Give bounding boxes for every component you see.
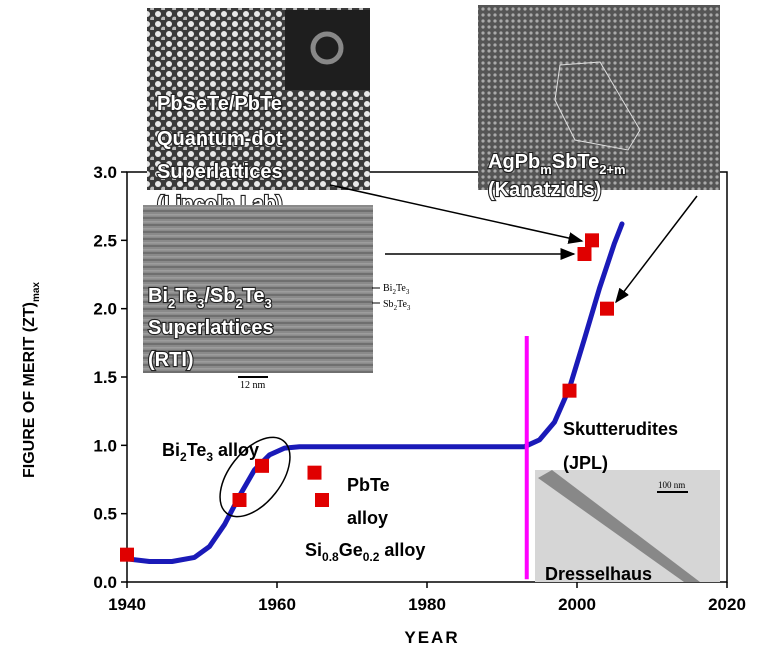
superlattice-image: Bi2Te3/Sb2Te3Superlattices(RTI)Bi2Te3Sb2… — [143, 205, 415, 391]
chart: 0.0 0.5 1.0 1.5 2.0 2.5 3.0 1940 1960 1980 2000 202… — [0, 0, 763, 653]
text-part: Bi — [383, 283, 393, 294]
annotation: Superlattices — [148, 317, 274, 339]
text-part: PbSeTe/PbTe — [157, 93, 282, 115]
text-part: Sb — [383, 299, 394, 310]
data-point — [308, 466, 322, 480]
text-part: Te — [175, 285, 197, 307]
data-point — [585, 233, 599, 247]
annotation: Dresselhaus — [545, 564, 652, 584]
annotation: Quantum-dot — [157, 128, 283, 150]
data-point — [315, 493, 329, 507]
data-point — [233, 493, 247, 507]
text-part: Bi — [162, 440, 180, 460]
y-tick-label: 1.5 — [93, 368, 117, 387]
text-part: Skutterudites — [563, 419, 678, 439]
text-part: (Kanatzidis) — [488, 179, 601, 201]
y-axis-label: FIGURE OF MERIT (ZT)max — [21, 282, 42, 478]
text-part: Bi — [148, 285, 168, 307]
y-tick-label: 2.0 — [93, 300, 117, 319]
text-part: 100 nm — [658, 480, 685, 490]
data-point — [578, 247, 592, 261]
x-tick-label: 1940 — [108, 595, 146, 614]
annotation: 12 nm — [240, 380, 266, 391]
y-tick-label: 2.5 — [93, 231, 117, 250]
y-tick-label: 0.0 — [93, 573, 117, 592]
data-point — [600, 302, 614, 316]
y-tick-label: 0.5 — [93, 505, 117, 524]
arrow — [616, 196, 697, 302]
annotation: PbSeTe/PbTe — [157, 93, 282, 115]
text-part: 2+m — [599, 162, 625, 177]
text-part: 3 — [406, 288, 410, 296]
text-part: FIGURE OF MERIT (ZT) — [21, 302, 38, 478]
annotation: Superlattices — [157, 161, 283, 183]
nanowire-image: 100 nm Dresselhaus — [535, 470, 720, 584]
quantum-dot-image: PbSeTe/PbTeQuantum-dotSuperlattices(Linc… — [147, 8, 370, 215]
text-part: AgPb — [488, 151, 540, 173]
text-part: (JPL) — [563, 453, 608, 473]
lattice-image: AgPbmSbTe2+m (Kanatzidis) — [478, 5, 720, 201]
text-part: 3 — [197, 296, 204, 311]
text-part: Te — [396, 283, 406, 294]
x-tick-label: 1960 — [258, 595, 296, 614]
annotation: (Kanatzidis) — [488, 179, 601, 201]
data-point — [255, 459, 269, 473]
text-part: Superlattices — [157, 161, 283, 183]
data-point — [563, 384, 577, 398]
text-part: /Sb — [204, 285, 235, 307]
annotation: alloy — [347, 508, 388, 528]
annotation: PbTe — [347, 475, 390, 495]
text-part: SbTe — [552, 151, 599, 173]
x-axis-label: YEAR — [404, 628, 459, 647]
x-tick-label: 1980 — [408, 595, 446, 614]
text-part: 3 — [407, 304, 411, 312]
text-part: Dresselhaus — [545, 564, 652, 584]
annotation: 100 nm — [658, 480, 685, 490]
annotation: (JPL) — [563, 453, 608, 473]
text-part: Si — [305, 540, 322, 560]
text-part: PbTe — [347, 475, 390, 495]
text-part: Superlattices — [148, 317, 274, 339]
text-part: Ge — [339, 540, 363, 560]
text-part: 0.2 — [363, 550, 380, 564]
page: {"chart_data": { "type": "scatter", "xla… — [0, 0, 763, 653]
diffraction-inset — [285, 10, 370, 90]
text-part: alloy — [213, 440, 259, 460]
text-part: Quantum-dot — [157, 128, 283, 150]
text-part: Te — [187, 440, 207, 460]
y-tick-label: 3.0 — [93, 163, 117, 182]
text-part: 2 — [235, 296, 242, 311]
text-part: m — [540, 162, 552, 177]
text-part: alloy — [379, 540, 425, 560]
y-tick-label: 1.0 — [93, 436, 117, 455]
text-part: max — [31, 282, 42, 302]
text-part: alloy — [347, 508, 388, 528]
x-tick-label: 2020 — [708, 595, 746, 614]
text-part: Te — [243, 285, 265, 307]
annotation: (RTI) — [148, 349, 194, 371]
text-part: (RTI) — [148, 349, 194, 371]
annotation: Skutterudites — [563, 419, 678, 439]
text-part: Te — [397, 299, 407, 310]
text-part: 3 — [265, 296, 272, 311]
annotation: Bi2Te3 alloy — [162, 440, 259, 464]
data-point — [120, 548, 134, 562]
text-part: 12 nm — [240, 380, 266, 391]
text-part: 2 — [168, 296, 175, 311]
x-tick-label: 2000 — [558, 595, 596, 614]
annotation: Si0.8Ge0.2 alloy — [305, 540, 425, 564]
text-part: 0.8 — [322, 550, 339, 564]
